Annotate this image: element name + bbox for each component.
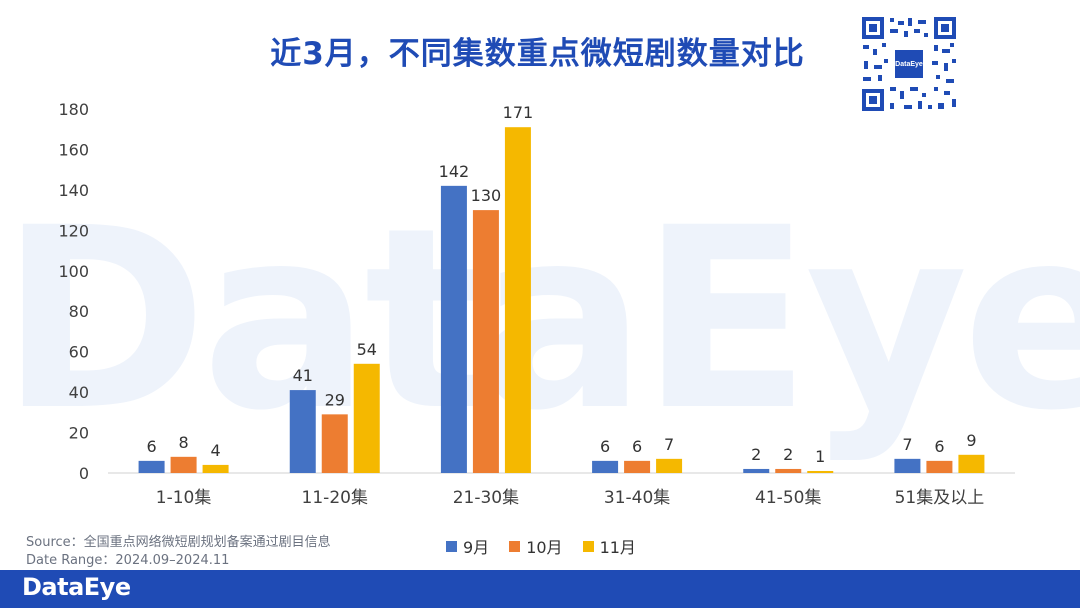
x-tick-label: 11-20集 (302, 488, 368, 508)
x-tick-label: 31-40集 (604, 488, 670, 508)
source-line: Source：全国重点网络微短剧规划备案通过剧目信息 (26, 535, 331, 550)
data-label: 54 (357, 340, 377, 359)
y-tick-label: 180 (58, 100, 89, 119)
legend-item-sep: 9月 (446, 534, 489, 558)
bar (958, 454, 985, 473)
watermark: DataEye (0, 174, 1080, 465)
y-tick-label: 40 (69, 383, 89, 402)
bar (353, 363, 380, 473)
chart-title: 近3月，不同集数重点微短剧数量对比 (270, 36, 805, 72)
bar (656, 458, 683, 473)
data-label: 171 (503, 103, 534, 122)
legend: 9月 10月 11月 (446, 534, 636, 558)
legend-item-oct: 10月 (509, 534, 563, 558)
y-tick-label: 160 (58, 140, 89, 159)
data-label: 4 (210, 441, 220, 460)
bar (472, 210, 499, 473)
y-tick-label: 100 (58, 262, 89, 281)
data-label: 9 (966, 431, 976, 450)
data-label: 41 (293, 366, 313, 385)
bar (592, 460, 619, 473)
bar (321, 414, 348, 473)
y-tick-label: 120 (58, 221, 89, 240)
x-tick-label: 1-10集 (156, 488, 212, 508)
bar (504, 127, 531, 473)
y-tick-label: 60 (69, 343, 89, 362)
legend-swatch-nov (582, 540, 594, 552)
data-label: 6 (600, 437, 610, 456)
bar (440, 185, 467, 473)
x-tick-label: 51集及以上 (895, 488, 985, 508)
bar (202, 464, 229, 473)
y-tick-label: 80 (69, 302, 89, 321)
bar (138, 460, 165, 473)
data-label: 2 (783, 445, 793, 464)
bar (926, 460, 953, 473)
bar (289, 390, 316, 473)
data-label: 6 (632, 437, 642, 456)
source-note: Source：全国重点网络微短剧规划备案通过剧目信息 Date Range：20… (26, 534, 331, 570)
bar (775, 468, 802, 473)
bar (743, 468, 770, 473)
qr-logo: DataEye (893, 48, 925, 80)
legend-swatch-oct (509, 540, 521, 552)
data-label: 142 (439, 162, 470, 181)
date-range-line: Date Range：2024.09–2024.11 (26, 553, 230, 568)
data-label: 1 (815, 447, 825, 466)
legend-item-nov: 11月 (582, 534, 636, 558)
data-label: 6 (934, 437, 944, 456)
y-tick-label: 140 (58, 181, 89, 200)
legend-swatch-sep (446, 540, 457, 552)
bar (170, 456, 197, 473)
legend-label-nov: 11月 (599, 538, 636, 557)
footer-logo: DataEye (22, 573, 131, 601)
bar (807, 470, 834, 473)
data-label: 2 (751, 445, 761, 464)
bar (894, 458, 921, 473)
legend-label-oct: 10月 (526, 538, 563, 557)
data-label: 29 (325, 390, 345, 409)
bar (624, 460, 651, 473)
data-label: 6 (146, 437, 156, 456)
qr-code[interactable]: DataEye (860, 15, 958, 113)
qr-code-pattern (862, 17, 956, 111)
legend-label-sep: 9月 (463, 538, 490, 557)
data-label: 7 (664, 435, 674, 454)
footer-bar: DataEye (0, 570, 1080, 608)
data-label: 130 (471, 186, 502, 205)
data-label: 8 (178, 433, 188, 452)
data-label: 7 (902, 435, 912, 454)
x-tick-label: 41-50集 (755, 488, 821, 508)
x-tick-label: 21-30集 (453, 488, 519, 508)
y-tick-label: 0 (79, 464, 89, 483)
y-tick-label: 20 (69, 424, 89, 443)
